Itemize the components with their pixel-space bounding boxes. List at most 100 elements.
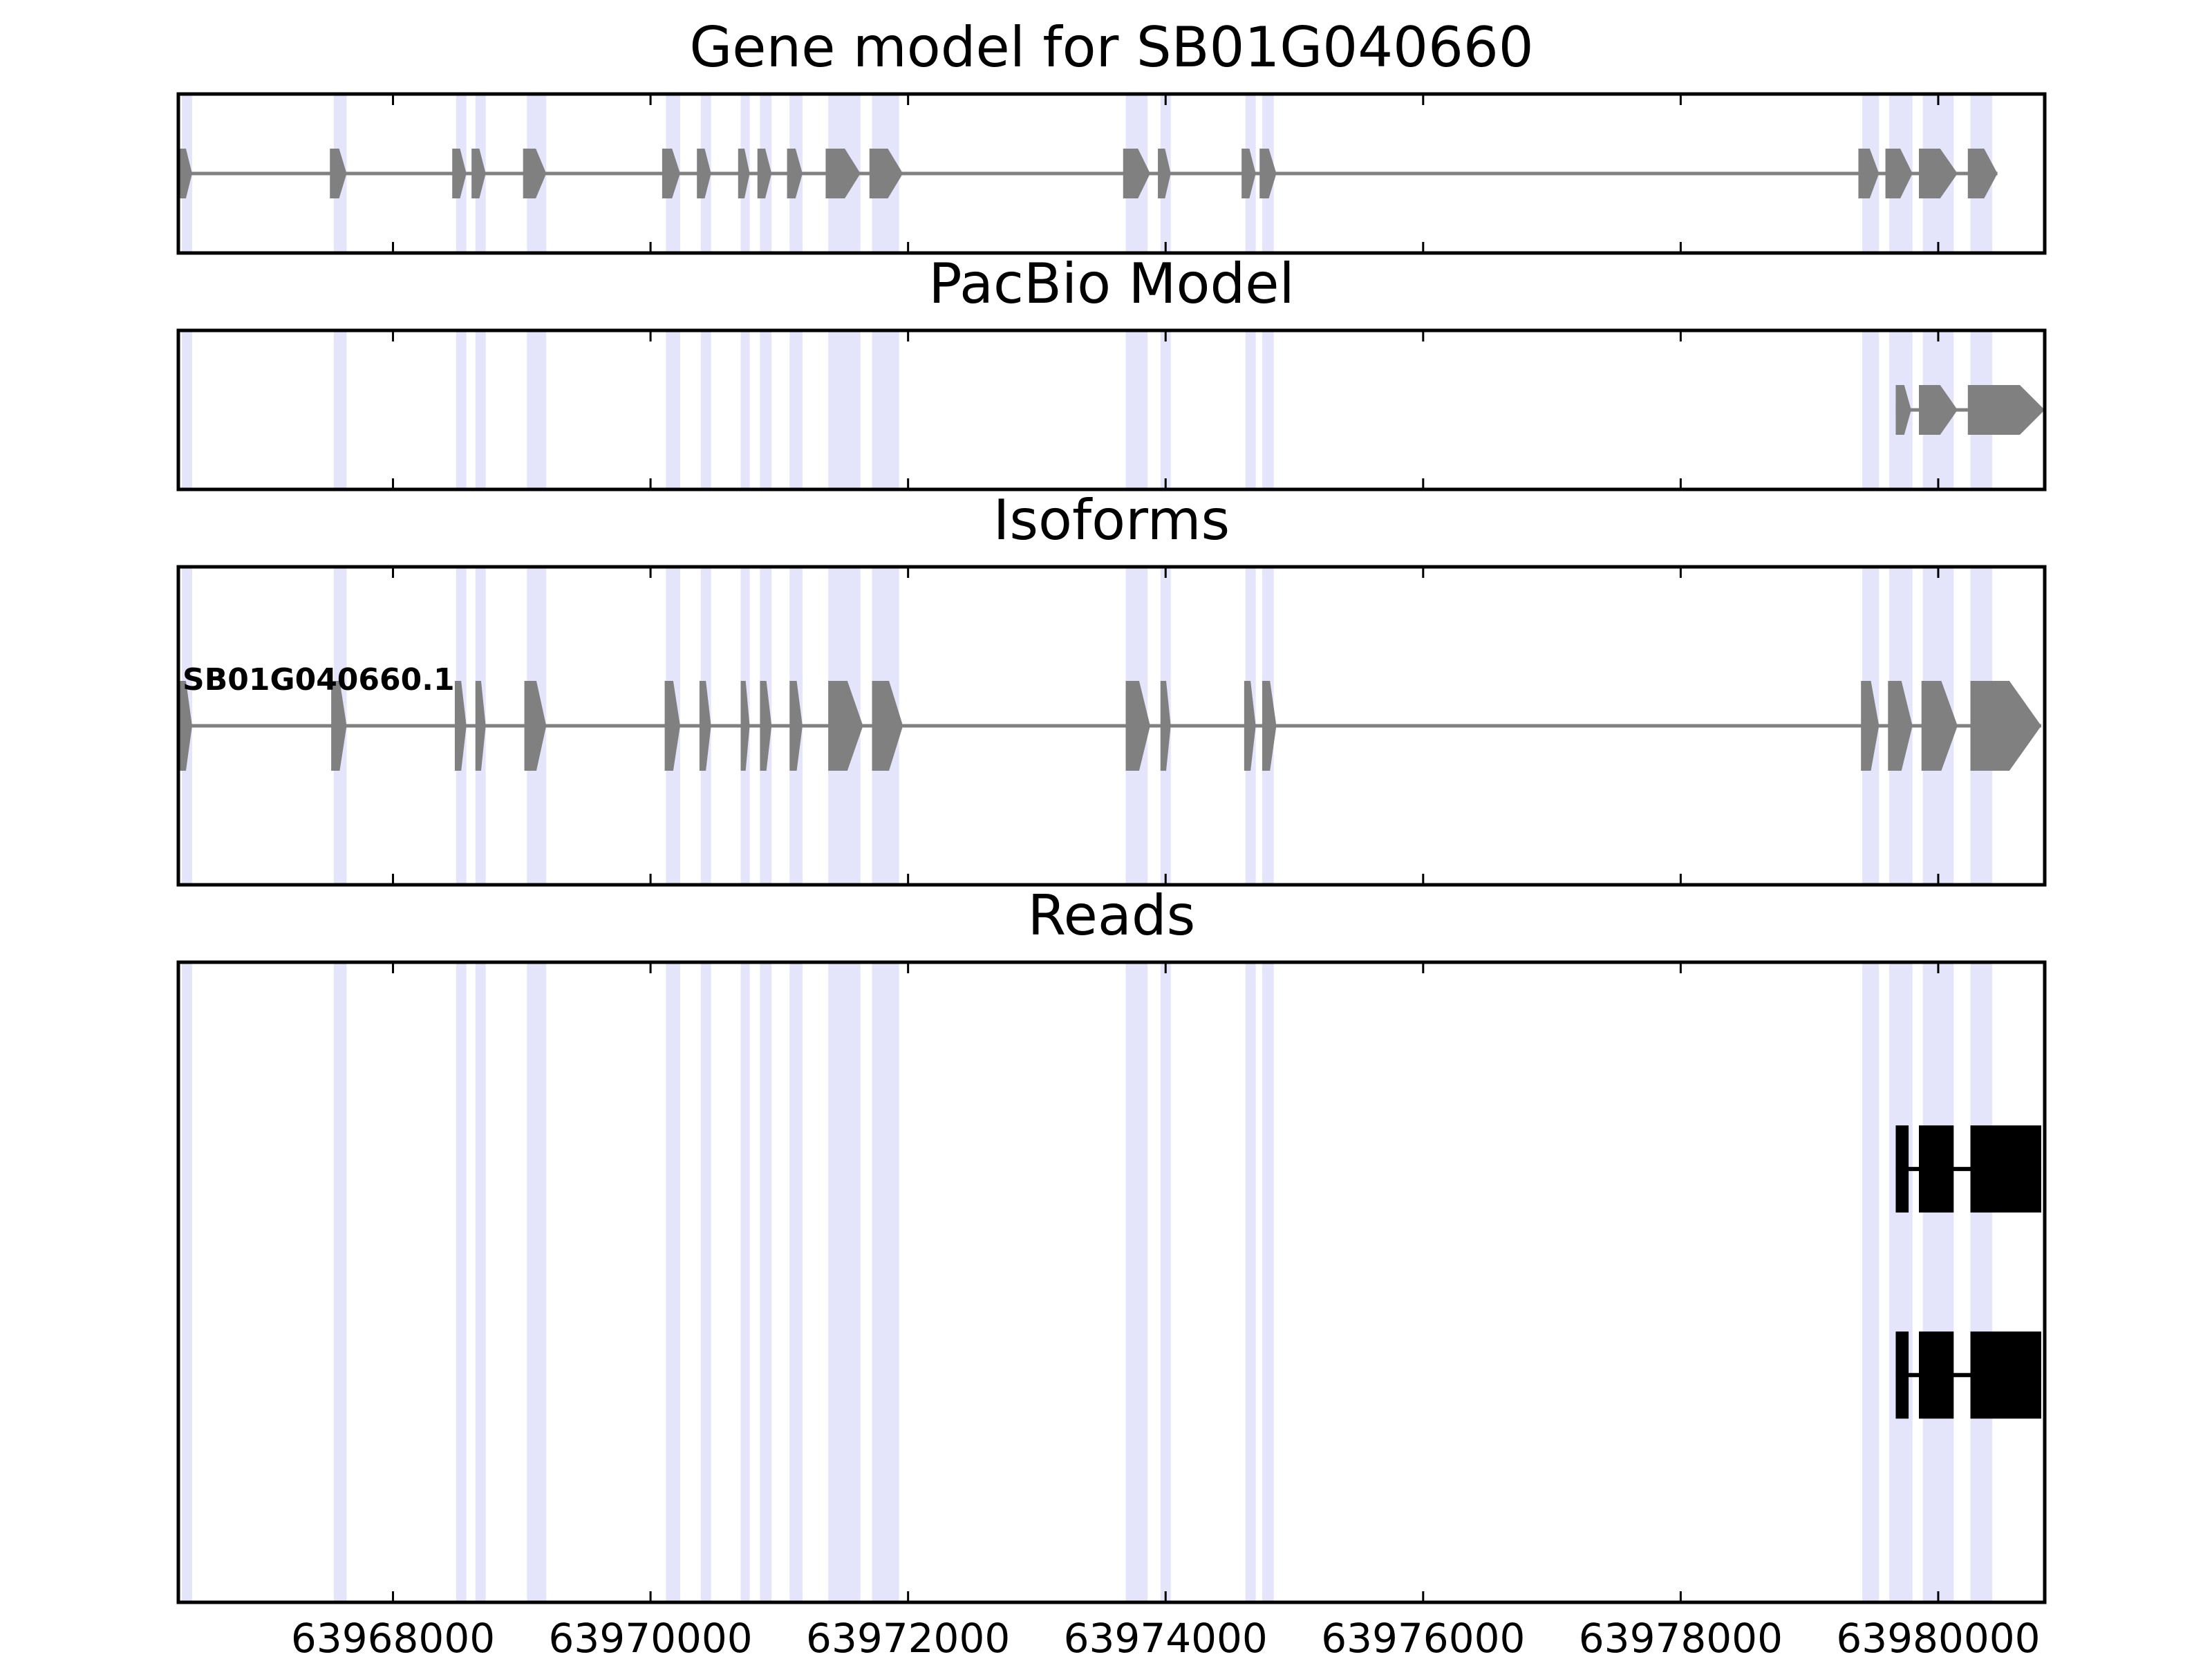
highlight-band: [475, 330, 486, 489]
exon-block: [787, 149, 803, 198]
panel-title: Isoforms: [993, 488, 1230, 552]
exon-block: [178, 149, 192, 198]
highlight-band: [1245, 962, 1256, 1602]
exon-block: [662, 149, 680, 198]
highlight-band: [828, 330, 861, 489]
highlight-band: [700, 962, 711, 1602]
x-tick-label: 63972000: [806, 1615, 1010, 1659]
highlight-band: [456, 962, 467, 1602]
highlight-band: [182, 330, 192, 489]
read-block: [1919, 1331, 1954, 1419]
highlight-band: [1922, 962, 1954, 1602]
panel-title: PacBio Model: [928, 252, 1294, 316]
highlight-band: [1160, 962, 1171, 1602]
feature-track: [1895, 1125, 2041, 1213]
highlight-band: [872, 962, 899, 1602]
highlight-band: [1160, 330, 1171, 489]
highlight-band: [333, 962, 347, 1602]
exon-block: [1970, 681, 2041, 771]
highlight-band: [1245, 330, 1256, 489]
exon-block: [523, 149, 547, 198]
exon-block: [738, 149, 750, 198]
exon-block: [1967, 385, 2045, 435]
highlight-band: [527, 330, 547, 489]
exon-block: [699, 681, 711, 771]
exon-block: [330, 149, 347, 198]
exon-block: [1888, 681, 1913, 771]
highlight-band: [789, 962, 803, 1602]
exon-block: [1262, 681, 1277, 771]
read-block: [1919, 1125, 1954, 1213]
highlight-band: [475, 962, 486, 1602]
highlight-band: [740, 962, 750, 1602]
x-tick-label: 63970000: [548, 1615, 752, 1659]
exon-block: [1259, 149, 1277, 198]
highlight-band: [828, 962, 861, 1602]
highlight-band: [760, 330, 772, 489]
exon-block: [475, 681, 486, 771]
highlight-band: [666, 330, 680, 489]
exon-block: [1921, 681, 1958, 771]
exon-block: [664, 681, 680, 771]
exon-block: [331, 681, 347, 771]
panel-frame: [176, 328, 2047, 491]
highlight-band: [666, 962, 680, 1602]
exon-block: [740, 681, 750, 771]
exon-block: [1123, 149, 1150, 198]
panel-title: Gene model for SB01G040660: [689, 15, 1533, 79]
panel-title: Reads: [1028, 883, 1196, 948]
exon-block: [1919, 385, 1958, 435]
exon-block: [1160, 681, 1171, 771]
exon-block: [1895, 385, 1911, 435]
panel-frame: [176, 960, 2047, 1604]
exon-block: [178, 681, 192, 771]
feature-track: [1895, 1331, 2041, 1419]
highlight-band: [789, 330, 803, 489]
highlight-band: [527, 962, 547, 1602]
highlight-band: [1970, 962, 1993, 1602]
exon-block: [1125, 681, 1150, 771]
exon-block: [1158, 149, 1171, 198]
exon-block: [1885, 149, 1913, 198]
highlight-band: [1125, 330, 1148, 489]
exon-block: [454, 681, 467, 771]
exon-block: [524, 681, 547, 771]
panel-frame: [176, 565, 2047, 887]
exon-block: [1919, 149, 1958, 198]
panel-frame: [176, 92, 2047, 255]
highlight-band: [1262, 962, 1274, 1602]
exon-block: [1861, 681, 1880, 771]
exon-block: [869, 149, 903, 198]
panel-4: Reads: [176, 883, 2047, 1604]
exon-block: [872, 681, 903, 771]
highlight-band: [700, 330, 711, 489]
read-block: [1895, 1125, 1909, 1213]
panel-2: PacBio Model: [176, 252, 2047, 491]
highlight-band: [740, 330, 750, 489]
exon-block: [828, 681, 863, 771]
highlight-band: [1862, 962, 1880, 1602]
exon-block: [1241, 149, 1256, 198]
exon-block: [789, 681, 803, 771]
exon-block: [1967, 149, 1998, 198]
exon-block: [471, 149, 486, 198]
x-tick-label: 63980000: [1836, 1615, 2040, 1659]
feature-track: [1895, 385, 2045, 435]
exon-block: [697, 149, 711, 198]
highlight-band: [1125, 962, 1148, 1602]
read-block: [1895, 1331, 1909, 1419]
read-block: [1970, 1331, 2041, 1419]
exon-block: [1244, 681, 1256, 771]
exon-block: [825, 149, 861, 198]
highlight-band: [1889, 962, 1913, 1602]
highlight-band: [760, 962, 772, 1602]
exon-block: [1858, 149, 1880, 198]
highlight-band: [456, 330, 467, 489]
feature-track: [178, 149, 1998, 198]
highlight-band: [333, 330, 347, 489]
exon-block: [757, 149, 772, 198]
highlight-band: [182, 962, 192, 1602]
read-block: [1970, 1125, 2041, 1213]
